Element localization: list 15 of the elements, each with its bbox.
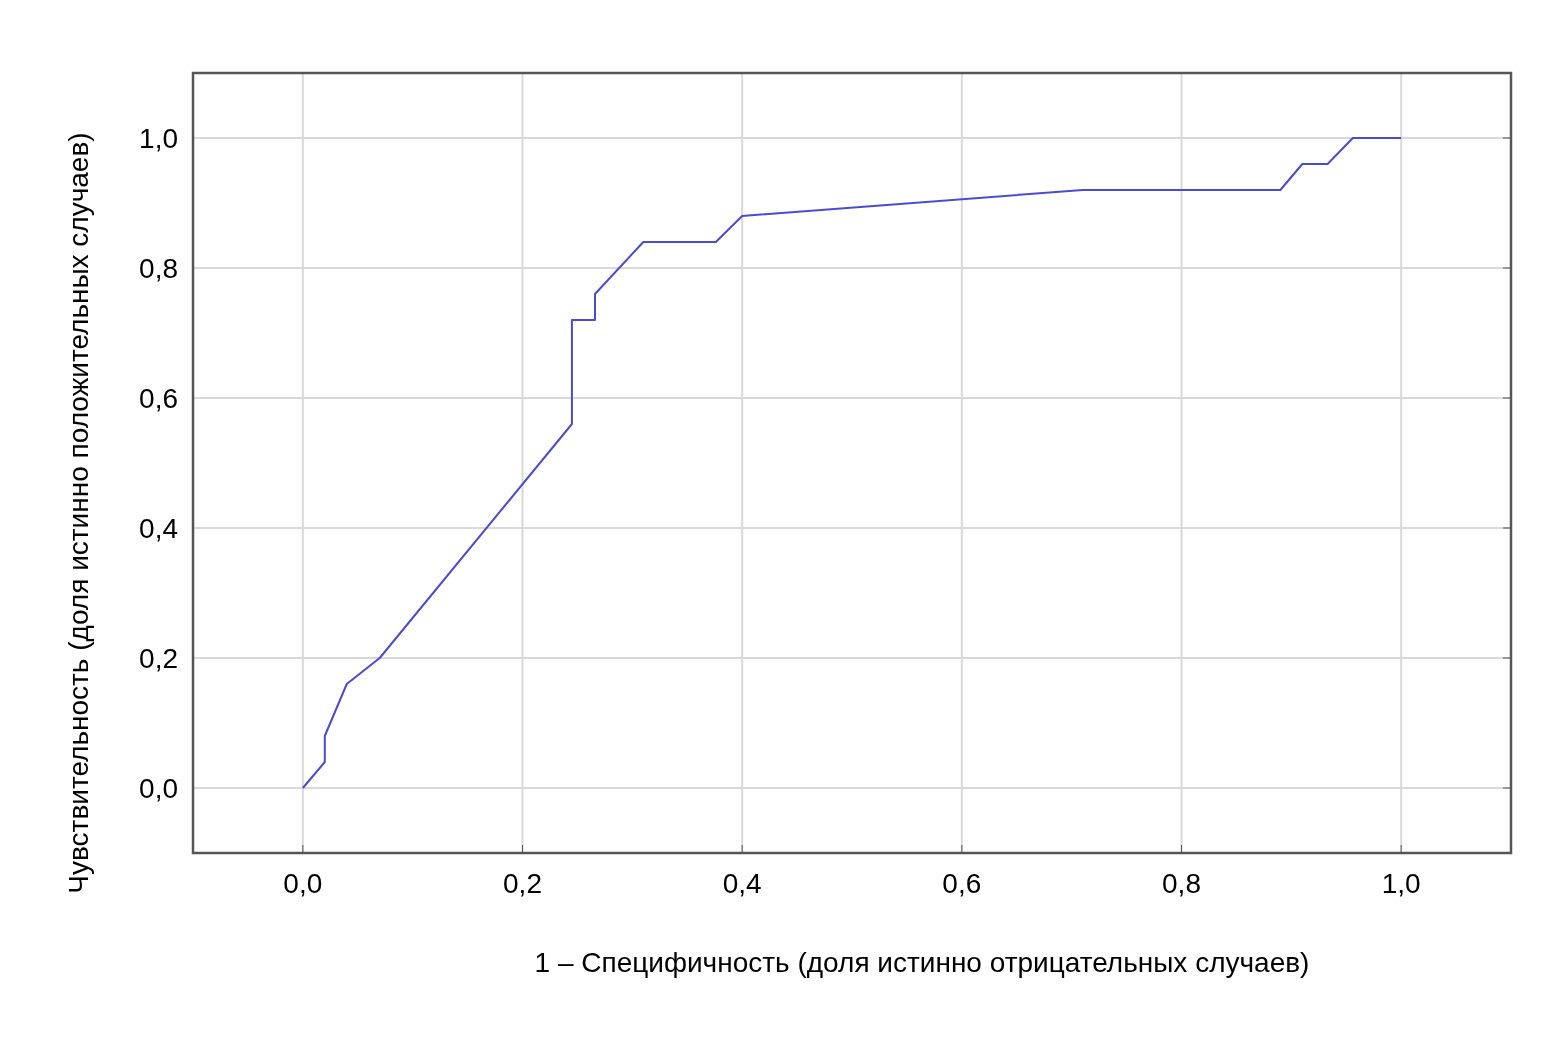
x-tick-label: 0,2	[503, 868, 542, 899]
y-tick-label: 0,0	[139, 773, 178, 804]
x-axis-title: 1 – Специфичность (доля истинно отрицательных случаев)	[534, 947, 1310, 978]
y-tick-label: 0,4	[139, 513, 178, 544]
x-tick-label: 0,8	[1162, 868, 1201, 899]
x-tick-label: 0,0	[283, 868, 323, 899]
y-axis-title: Чувствительность (доля истинно положительных случаев)	[63, 132, 94, 894]
line-series	[301, 137, 1403, 789]
x-tick-label: 0,6	[942, 868, 982, 899]
y-tick-label: 0,8	[139, 253, 178, 284]
y-tick-label: 0,6	[139, 383, 178, 414]
x-tick-label: 0,4	[722, 868, 762, 899]
y-tick-label: 0,2	[139, 643, 178, 674]
y-tick-label: 1,0	[139, 123, 178, 154]
x-tick-label: 1,0	[1381, 868, 1421, 899]
